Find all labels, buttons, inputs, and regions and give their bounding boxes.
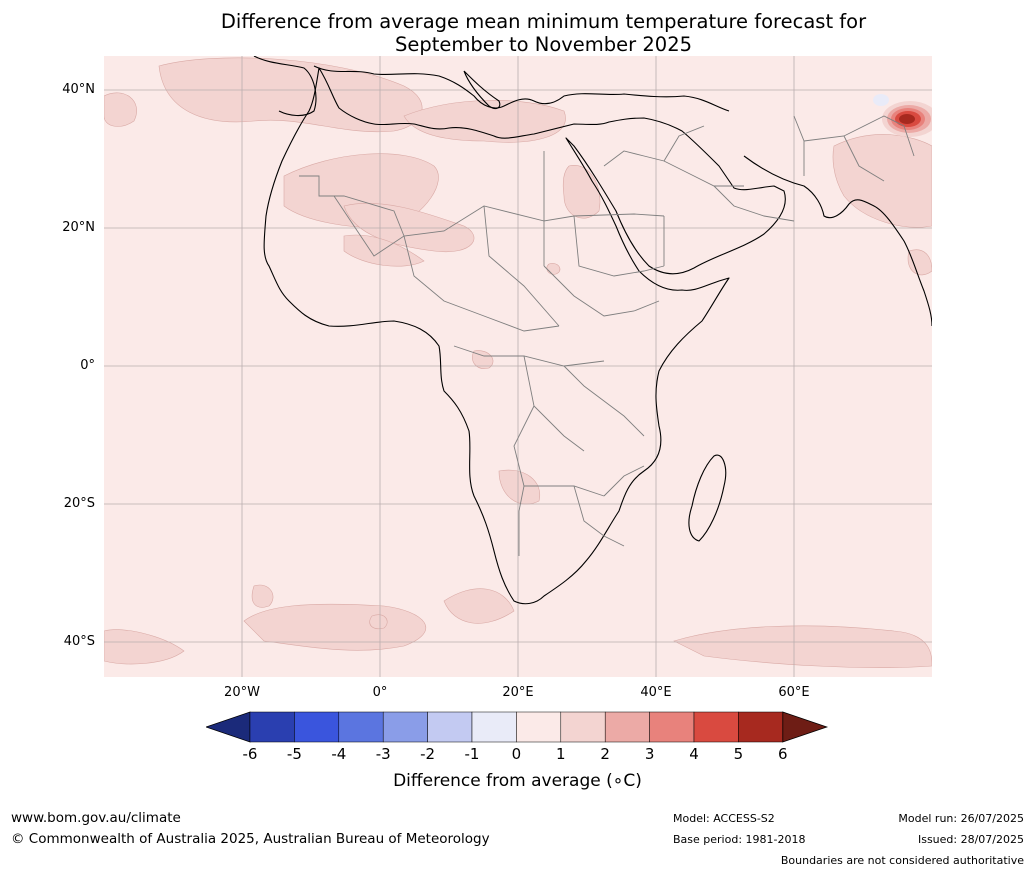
colorbar-segment (338, 711, 384, 743)
colorbar-extend-high (782, 711, 829, 743)
lon-label-60e: 60°E (778, 685, 810, 700)
lat-label-40s: 40°S (63, 634, 95, 649)
lat-label-40n: 40°N (62, 82, 95, 97)
footer-disclaimer: Boundaries are not considered authoritat… (780, 854, 1024, 867)
colorbar-segment (693, 711, 739, 743)
colorbar-segment (649, 711, 695, 743)
map-canvas (104, 56, 932, 677)
country-borders (299, 115, 915, 556)
colorbar-tick-label: -6 (242, 745, 258, 763)
colorbar (206, 711, 829, 743)
colorbar-tick-label: -3 (375, 745, 391, 763)
coastlines (253, 56, 932, 605)
colorbar-segment (249, 711, 295, 743)
colorbar-segment (294, 711, 340, 743)
colorbar-extend-low (206, 711, 251, 743)
colorbar-tick-label: 5 (733, 745, 744, 763)
colorbar-segment (604, 711, 650, 743)
colorbar-segment (516, 711, 562, 743)
colorbar-segments (206, 711, 829, 743)
footer-website[interactable]: www.bom.gov.au/climate (11, 810, 181, 826)
colorbar-tick-label: 0 (511, 745, 522, 763)
colorbar-tick-label: 6 (778, 745, 788, 763)
colorbar-tick-label: -5 (286, 745, 302, 763)
footer-model: Model: ACCESS-S2 (673, 812, 775, 825)
lat-label-0: 0° (80, 358, 95, 373)
lon-label-0: 0° (372, 685, 388, 700)
forecast-map (104, 56, 932, 677)
colorbar-tick-label: 4 (689, 745, 699, 763)
colorbar-tick-label: -4 (331, 745, 347, 763)
footer-copyright: © Commonwealth of Australia 2025, Austra… (11, 831, 490, 847)
footer-issued: Issued: 28/07/2025 (917, 833, 1024, 846)
colorbar-segment (471, 711, 517, 743)
colorbar-tick-label: 1 (556, 745, 566, 763)
chart-title: Difference from average mean minimum tem… (0, 10, 1035, 56)
cool-anomaly-spot (873, 94, 889, 106)
colorbar-title: Difference from average (∘C) (393, 771, 642, 791)
title-line-1: Difference from average mean minimum tem… (220, 10, 867, 33)
title-line-2: September to November 2025 (394, 33, 693, 56)
colorbar-segment (560, 711, 606, 743)
lat-label-20s: 20°S (63, 496, 95, 511)
lat-label-20n: 20°N (62, 220, 95, 235)
footer-model-run: Model run: 26/07/2025 (898, 812, 1024, 825)
graticule (104, 56, 932, 677)
colorbar-tick-label: -2 (420, 745, 436, 763)
colorbar-segment (427, 711, 473, 743)
lon-label-40e: 40°E (640, 685, 672, 700)
colorbar-tick-label: 3 (644, 745, 655, 763)
footer-base-period: Base period: 1981-2018 (673, 833, 806, 846)
colorbar-tick-label: -1 (464, 745, 480, 763)
lon-label-20w: 20°W (224, 685, 260, 700)
hotspot (882, 101, 932, 137)
colorbar-tick-label: 2 (600, 745, 610, 763)
lon-label-20e: 20°E (502, 685, 534, 700)
warm-anomaly-patches (104, 57, 932, 668)
colorbar-segment (382, 711, 428, 743)
colorbar-segment (738, 711, 784, 743)
